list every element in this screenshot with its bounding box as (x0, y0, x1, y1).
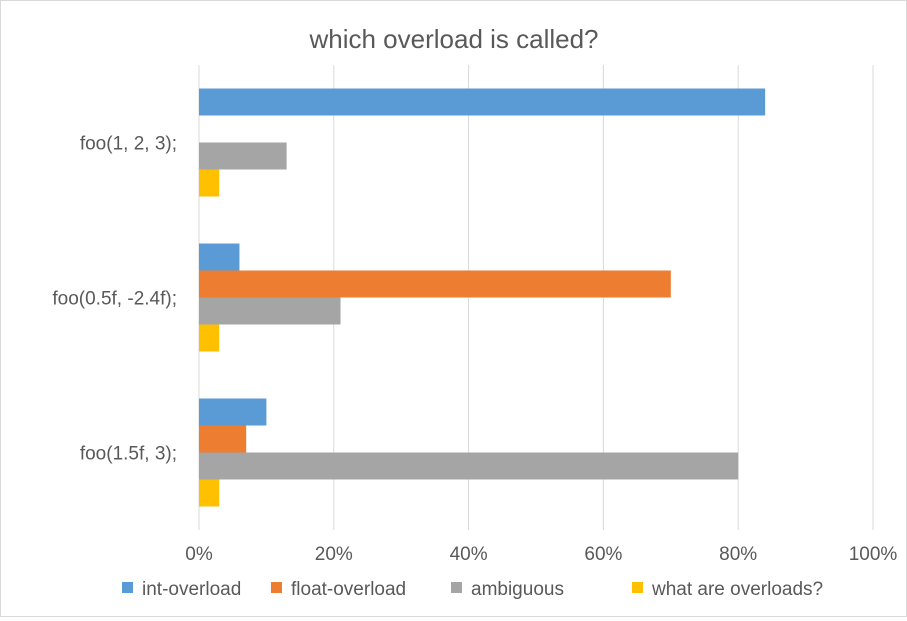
bar-what-are-overloads (199, 324, 220, 352)
category-label: foo(1.5f, 3); (80, 444, 177, 465)
x-tick-label: 40% (450, 544, 488, 565)
x-axis-ticks: 0% 20% 40% 60% 80% 100% (185, 544, 897, 565)
bar-what-are-overloads (199, 169, 220, 197)
legend-swatch (271, 582, 282, 593)
bar-int-overload (199, 88, 766, 116)
category-label: foo(0.5f, -2.4f); (52, 289, 177, 310)
legend-swatch (122, 582, 133, 593)
bar-int-overload (199, 398, 267, 426)
bars (199, 88, 766, 507)
x-tick-label: 100% (849, 544, 898, 565)
bar-int-overload (199, 243, 240, 271)
bar-ambiguous (199, 297, 341, 325)
chart-title: which overload is called? (308, 24, 598, 54)
legend-swatch (632, 582, 643, 593)
x-tick-label: 80% (719, 544, 757, 565)
category-labels: foo(1, 2, 3); foo(0.5f, -2.4f); foo(1.5f, … (52, 134, 177, 465)
bar-ambiguous (199, 452, 739, 480)
legend-label: what are overloads? (651, 579, 823, 600)
bar-float-overload (199, 425, 247, 453)
legend-swatch (451, 582, 462, 593)
bar-ambiguous (199, 142, 287, 170)
category-label: foo(1, 2, 3); (80, 134, 177, 155)
legend: int-overload float-overload ambiguous what … (122, 579, 823, 600)
legend-label: int-overload (142, 579, 241, 600)
x-tick-label: 20% (315, 544, 353, 565)
legend-label: ambiguous (471, 579, 564, 600)
x-tick-label: 0% (185, 544, 213, 565)
legend-label: float-overload (291, 579, 406, 600)
bar-float-overload (199, 270, 671, 298)
bar-what-are-overloads (199, 479, 220, 507)
x-tick-label: 60% (584, 544, 622, 565)
